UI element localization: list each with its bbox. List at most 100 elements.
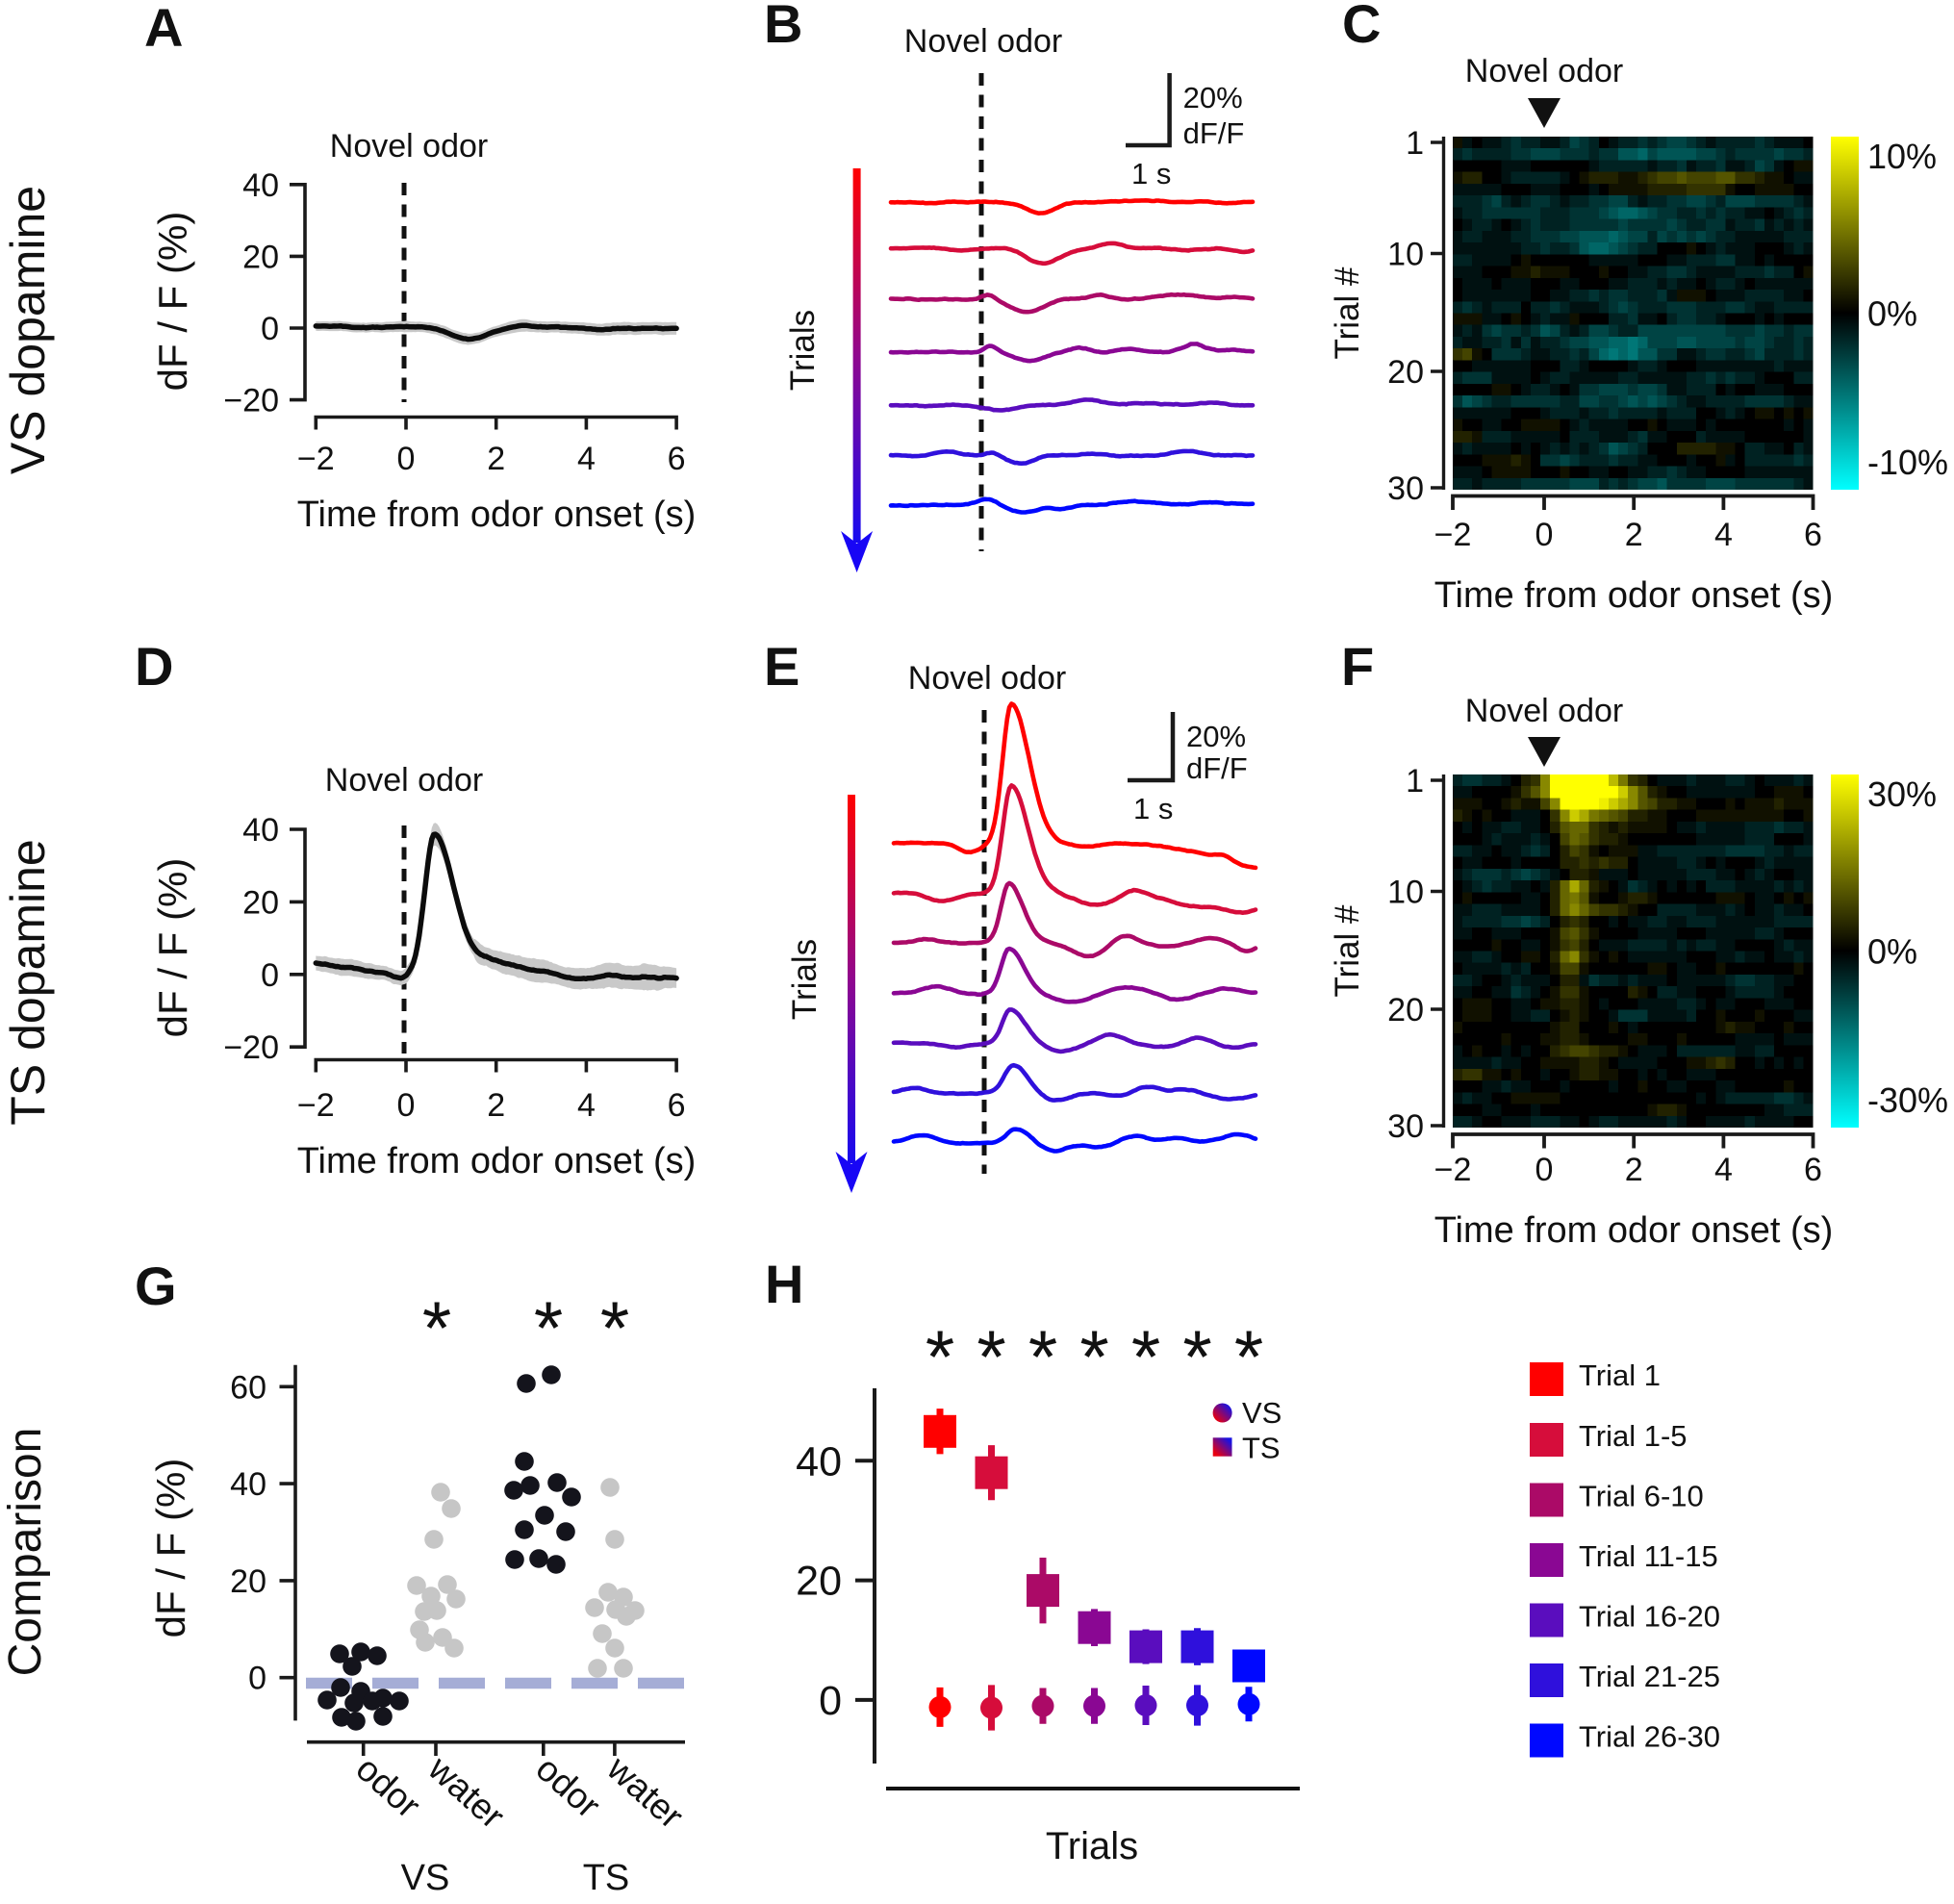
svg-text:TS dopamine: TS dopamine [1,839,55,1125]
svg-text:2: 2 [487,1087,505,1124]
svg-text:G: G [135,1256,177,1316]
svg-text:0: 0 [397,1087,416,1124]
svg-text:0%: 0% [1867,932,1917,972]
svg-text:Novel odor: Novel odor [325,762,483,799]
svg-text:Time from odor onset (s): Time from odor onset (s) [1434,1210,1834,1251]
svg-text:30%: 30% [1867,774,1937,814]
svg-text:Novel odor: Novel odor [908,660,1066,697]
svg-text:Novel odor: Novel odor [1465,53,1623,89]
svg-text:40: 40 [242,812,279,849]
svg-text:20: 20 [230,1563,266,1600]
svg-text:−20: −20 [223,1029,279,1066]
svg-text:0: 0 [261,957,279,994]
svg-text:*: * [1079,1314,1108,1399]
svg-text:6: 6 [1804,1152,1822,1188]
svg-text:Trial 11-15: Trial 11-15 [1579,1539,1718,1573]
svg-text:D: D [135,636,173,697]
svg-text:30: 30 [1387,470,1424,507]
svg-text:4: 4 [1714,1152,1733,1188]
svg-text:*: * [977,1314,1005,1399]
svg-text:4: 4 [1714,517,1733,553]
svg-text:E: E [764,636,799,697]
svg-text:-30%: -30% [1867,1080,1948,1120]
svg-text:-10%: -10% [1867,443,1948,482]
svg-text:2: 2 [1625,517,1643,553]
svg-text:0%: 0% [1867,294,1917,334]
svg-text:Trial #: Trial # [1329,904,1366,997]
svg-text:0: 0 [1535,1152,1554,1188]
svg-text:2: 2 [1625,1152,1643,1188]
svg-text:H: H [765,1254,803,1314]
svg-text:−2: −2 [297,1087,335,1124]
svg-text:Novel odor: Novel odor [1465,693,1623,729]
svg-text:0: 0 [819,1678,842,1724]
svg-text:Trial 6-10: Trial 6-10 [1579,1480,1704,1513]
svg-text:30: 30 [1387,1108,1424,1145]
svg-text:*: * [600,1285,629,1370]
svg-text:20: 20 [796,1559,842,1605]
svg-text:20%: 20% [1183,81,1243,114]
svg-text:20: 20 [1387,992,1424,1028]
svg-text:20%: 20% [1186,720,1246,753]
svg-text:dF/F: dF/F [1183,116,1245,150]
svg-text:Trials: Trials [786,939,824,1020]
svg-text:6: 6 [1804,517,1822,553]
svg-text:Novel odor: Novel odor [330,128,488,165]
svg-text:dF / F (%): dF / F (%) [150,858,195,1038]
svg-text:−20: −20 [223,383,279,419]
svg-text:1 s: 1 s [1133,792,1173,825]
svg-text:4: 4 [577,1087,596,1124]
svg-text:1 s: 1 s [1131,157,1171,190]
svg-text:6: 6 [668,1087,686,1124]
svg-text:20: 20 [1387,354,1424,391]
svg-text:60: 60 [230,1369,266,1406]
svg-text:Time from odor onset (s): Time from odor onset (s) [297,1141,697,1181]
svg-text:TS: TS [583,1858,630,1898]
svg-text:TS: TS [1242,1432,1281,1465]
svg-text:VS: VS [401,1858,450,1898]
svg-text:0: 0 [248,1661,266,1697]
svg-text:40: 40 [796,1438,842,1485]
svg-text:dF/F: dF/F [1186,751,1248,785]
svg-text:20: 20 [242,239,279,275]
svg-text:Trial #: Trial # [1329,267,1366,359]
svg-text:10%: 10% [1867,137,1937,176]
svg-text:Trial 1-5: Trial 1-5 [1579,1419,1688,1453]
svg-text:dF / F (%): dF / F (%) [148,1459,193,1638]
svg-text:Novel odor: Novel odor [904,23,1062,60]
svg-text:0: 0 [261,311,279,347]
svg-text:Trials: Trials [1046,1825,1138,1867]
svg-text:B: B [764,0,802,54]
svg-text:Trial 1: Trial 1 [1579,1358,1661,1392]
svg-text:10: 10 [1387,237,1424,273]
svg-text:1: 1 [1406,125,1424,162]
svg-text:40: 40 [230,1466,266,1503]
svg-text:*: * [534,1285,563,1370]
svg-text:dF / F (%): dF / F (%) [150,212,195,392]
svg-text:0: 0 [1535,517,1554,553]
svg-text:6: 6 [668,441,686,477]
svg-text:Trial 16-20: Trial 16-20 [1579,1600,1720,1634]
svg-text:1: 1 [1406,763,1424,800]
svg-text:Time from odor onset (s): Time from odor onset (s) [1434,575,1834,616]
svg-text:−2: −2 [297,441,335,477]
svg-text:10: 10 [1387,875,1424,911]
svg-text:*: * [1028,1314,1057,1399]
svg-text:A: A [144,0,183,58]
svg-text:Trials: Trials [784,310,822,391]
svg-text:20: 20 [242,884,279,921]
svg-text:*: * [926,1314,954,1399]
svg-text:Time from odor onset (s): Time from odor onset (s) [297,495,697,535]
svg-text:−2: −2 [1434,517,1472,553]
svg-text:*: * [422,1285,451,1370]
svg-text:*: * [1234,1314,1263,1399]
svg-text:*: * [1131,1314,1160,1399]
svg-text:F: F [1341,636,1374,697]
svg-text:0: 0 [397,441,416,477]
svg-text:VS: VS [1242,1396,1282,1430]
svg-text:40: 40 [242,167,279,204]
svg-text:4: 4 [577,441,596,477]
svg-text:Trial 21-25: Trial 21-25 [1579,1660,1720,1693]
svg-text:VS dopamine: VS dopamine [1,186,55,474]
svg-text:−2: −2 [1434,1152,1472,1188]
